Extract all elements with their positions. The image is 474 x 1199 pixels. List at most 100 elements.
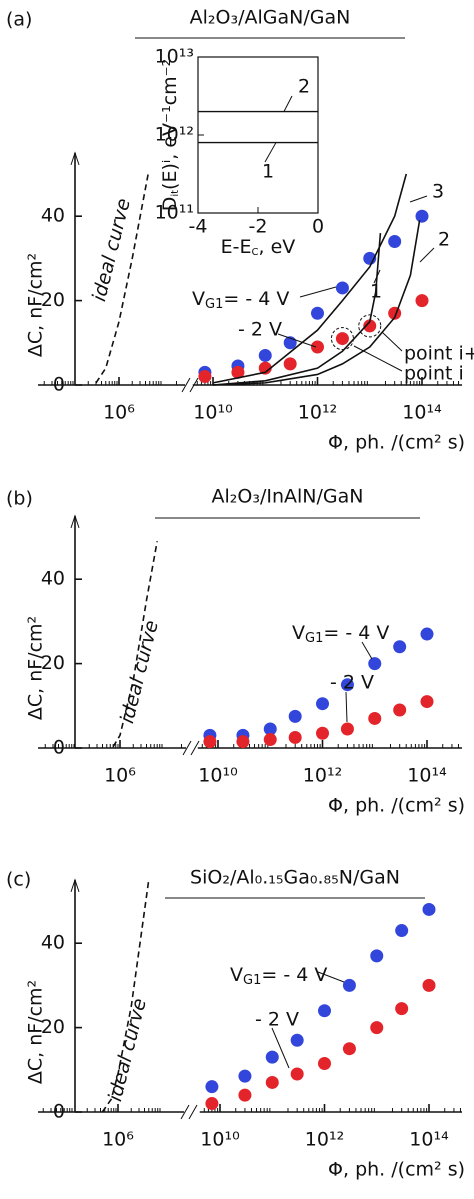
series-label: 3 (432, 181, 444, 203)
x-tick-label: 10¹⁴ (402, 402, 442, 424)
data-point (370, 1021, 384, 1035)
data-point (340, 678, 354, 692)
data-point (263, 722, 277, 736)
inset-y-tick-label: 10¹² (155, 124, 194, 146)
data-point (318, 1004, 331, 1018)
data-point (368, 657, 382, 671)
data-point (288, 709, 302, 723)
axis-break (180, 1104, 198, 1120)
ideal-curve (95, 173, 149, 384)
data-point (395, 1002, 409, 1016)
axis-break (181, 377, 199, 393)
leader-line (283, 95, 293, 112)
inset-y-label-sub: it (170, 190, 181, 197)
leader-line (299, 286, 337, 298)
data-point (288, 730, 302, 744)
y-axis-label: ΔC, nF/cm² (25, 616, 47, 720)
y-axis-arrow (70, 514, 80, 529)
series-label: 2 (438, 229, 450, 251)
x-tick-label: 10¹⁴ (407, 765, 447, 787)
series-label: VG1= - 4 V (230, 964, 327, 988)
ideal-curve (112, 541, 158, 748)
series-label-main: V (230, 964, 243, 986)
inset-frame (197, 56, 319, 214)
y-tick-label: 0 (53, 374, 65, 396)
data-point (370, 949, 384, 963)
model-curve (212, 173, 408, 384)
data-point (290, 1067, 304, 1081)
data-point (203, 735, 217, 749)
x-tick-label: 10¹⁴ (409, 1129, 449, 1151)
data-point (415, 209, 429, 223)
highlight-circle (358, 314, 382, 338)
y-tick-label: 20 (41, 652, 65, 674)
series-label-rest: = - 4 V (261, 964, 327, 986)
leader-line (381, 331, 403, 352)
leader-line (264, 142, 277, 163)
panel-label: (c) (6, 869, 31, 891)
x-tick-label: 10⁶ (104, 765, 136, 787)
y-axis-arrow (70, 878, 80, 893)
y-tick-label: 40 (41, 205, 65, 227)
data-point (205, 1097, 219, 1111)
chart-title: Al₂O₃/InAlN/GaN (212, 486, 364, 508)
x-axis-label: Φ, ph. /(cm² s) (328, 432, 465, 454)
ideal-curve (101, 879, 150, 1113)
x-tick-label: 10¹² (298, 402, 337, 424)
leader-line (409, 195, 428, 203)
series-label-main: V (192, 288, 205, 310)
axis-break (182, 740, 200, 756)
data-point (265, 1075, 279, 1089)
series-label: VG1= - 4 V (292, 622, 389, 646)
data-point (342, 978, 356, 992)
data-point (316, 697, 329, 711)
data-point (265, 1050, 279, 1064)
data-point (395, 924, 409, 938)
x-tick-label: 10¹⁰ (198, 765, 237, 787)
inset-y-label: Dit(E)ⁱ, eV⁻¹cm⁻² (159, 59, 182, 212)
data-point (238, 1069, 252, 1083)
data-point (290, 1033, 304, 1047)
data-point (263, 733, 277, 747)
data-point (393, 703, 407, 717)
series-label: ideal curve (104, 996, 151, 1103)
x-tick-label: 10⁶ (103, 402, 135, 424)
series-label-rest: = - 4 V (223, 288, 289, 310)
y-tick-label: 20 (41, 289, 65, 311)
series-label: ideal curve (88, 196, 135, 303)
y-tick-label: 0 (53, 1101, 65, 1123)
data-point (283, 357, 297, 371)
chart-title: Al₂O₃/AlGaN/GaN (190, 7, 351, 29)
x-tick-label: 10⁶ (102, 1129, 134, 1151)
inset-x-label-sub: C (252, 247, 259, 258)
data-point (363, 319, 377, 333)
series-label: 1 (370, 281, 382, 303)
x-tick-label: 10¹² (305, 1129, 344, 1151)
leader-line (345, 691, 348, 723)
x-tick-label: 10¹⁰ (200, 1129, 239, 1151)
series-label: VG1= - 4 V (192, 288, 289, 312)
inset-y-tick-label: 10¹¹ (155, 202, 194, 224)
data-point (422, 978, 436, 992)
leader-line (353, 345, 403, 372)
annotation: point i (404, 363, 464, 385)
data-point (368, 711, 382, 725)
inset-line-label: 1 (262, 161, 274, 183)
leader-line (317, 971, 345, 983)
series-label-rest: = - 4 V (323, 622, 389, 644)
data-point (420, 695, 434, 709)
data-point (311, 306, 324, 320)
series-label-main: V (292, 622, 305, 644)
inset-x-label-rest: , eV (259, 236, 296, 258)
leader-line (277, 333, 317, 348)
inset-x-label: E-EC, eV (221, 236, 296, 259)
panel-label: (b) (6, 488, 33, 510)
y-tick-label: 40 (41, 932, 65, 954)
data-point (393, 640, 407, 654)
data-point (388, 235, 402, 249)
series-label-sub: G1 (243, 973, 261, 988)
leader-line (419, 247, 435, 263)
data-point (415, 294, 429, 308)
y-axis-label: ΔC, nF/cm² (25, 253, 47, 357)
